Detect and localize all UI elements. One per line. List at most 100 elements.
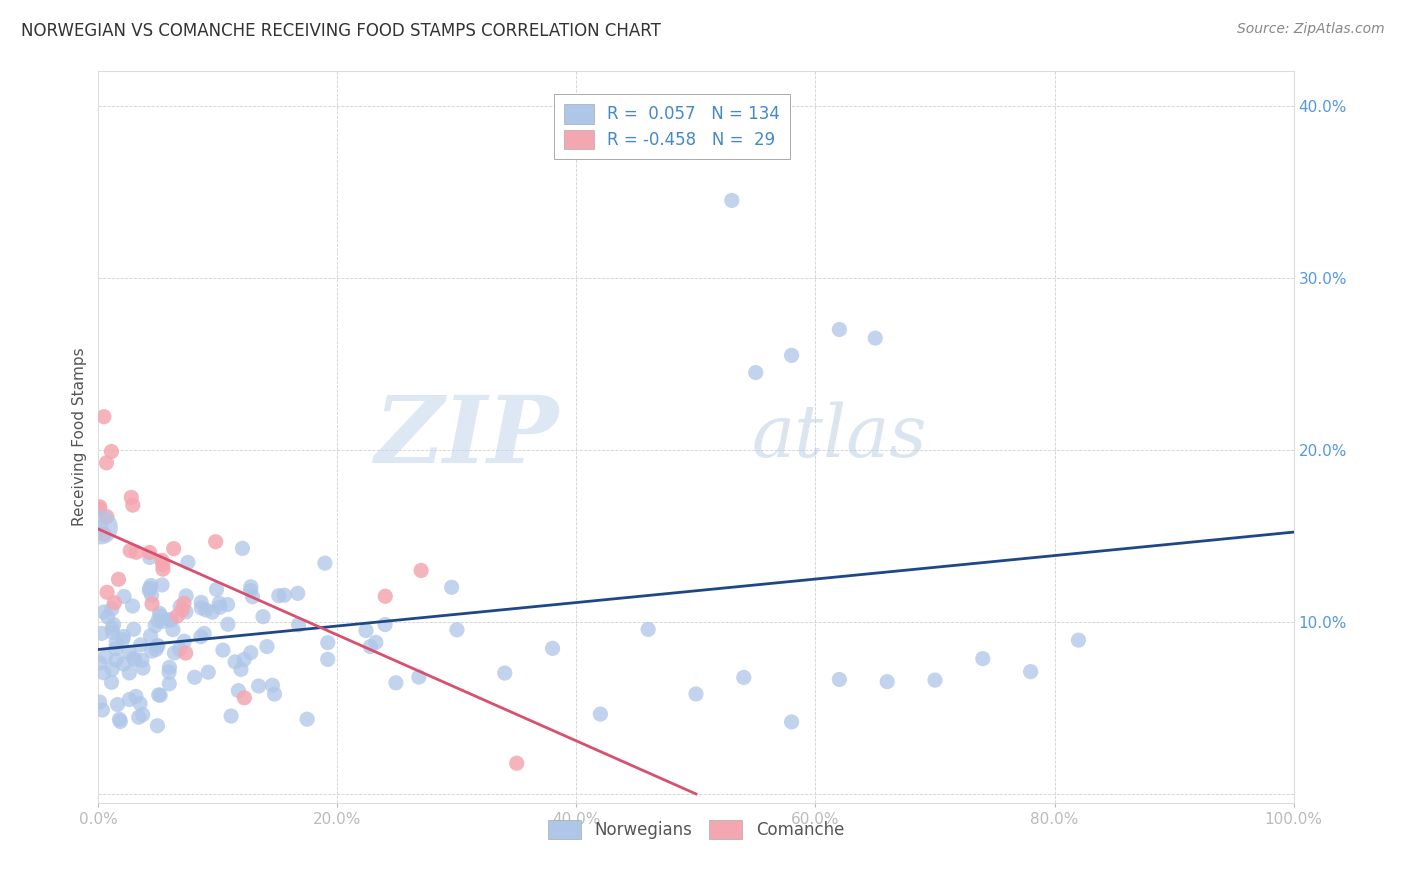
- Point: [374, 617, 396, 632]
- Point: [685, 687, 707, 701]
- Point: [138, 545, 160, 559]
- Point: [190, 595, 212, 609]
- Point: [721, 194, 744, 208]
- Point: [121, 599, 143, 613]
- Point: [104, 641, 127, 656]
- Point: [93, 605, 115, 619]
- Point: [208, 596, 231, 610]
- Point: [101, 625, 124, 640]
- Point: [745, 366, 768, 380]
- Point: [205, 582, 228, 597]
- Point: [128, 710, 150, 724]
- Point: [138, 550, 160, 565]
- Point: [90, 520, 112, 534]
- Point: [287, 586, 309, 600]
- Point: [100, 444, 122, 458]
- Point: [94, 649, 117, 664]
- Point: [143, 618, 166, 632]
- Point: [148, 688, 170, 702]
- Point: [145, 642, 167, 657]
- Point: [118, 645, 141, 659]
- Point: [256, 640, 278, 654]
- Point: [242, 590, 264, 604]
- Point: [385, 675, 408, 690]
- Point: [125, 690, 148, 704]
- Text: Source: ZipAtlas.com: Source: ZipAtlas.com: [1237, 22, 1385, 37]
- Point: [141, 644, 163, 658]
- Point: [141, 588, 163, 602]
- Point: [89, 502, 111, 516]
- Point: [146, 719, 169, 733]
- Point: [233, 690, 256, 705]
- Point: [131, 653, 153, 667]
- Point: [287, 617, 309, 632]
- Point: [494, 666, 516, 681]
- Point: [208, 600, 231, 615]
- Point: [174, 589, 197, 603]
- Point: [972, 651, 994, 665]
- Point: [177, 556, 200, 570]
- Point: [219, 709, 242, 723]
- Point: [96, 456, 118, 470]
- Point: [247, 679, 270, 693]
- Point: [148, 607, 170, 621]
- Point: [229, 662, 252, 676]
- Point: [124, 652, 146, 666]
- Point: [1067, 633, 1090, 648]
- Point: [316, 635, 339, 649]
- Point: [173, 596, 195, 610]
- Point: [152, 615, 174, 629]
- Point: [733, 670, 755, 684]
- Point: [828, 322, 851, 336]
- Point: [924, 673, 946, 687]
- Point: [103, 617, 125, 632]
- Point: [149, 688, 172, 702]
- Point: [90, 626, 112, 640]
- Point: [411, 564, 433, 578]
- Point: [150, 578, 173, 592]
- Point: [108, 712, 131, 726]
- Point: [129, 697, 152, 711]
- Point: [157, 613, 180, 627]
- Point: [107, 698, 129, 712]
- Point: [193, 626, 215, 640]
- Point: [96, 509, 118, 524]
- Point: [163, 541, 186, 556]
- Point: [101, 602, 124, 616]
- Point: [876, 674, 898, 689]
- Point: [89, 656, 111, 670]
- Y-axis label: Receiving Food Stamps: Receiving Food Stamps: [72, 348, 87, 526]
- Point: [96, 585, 118, 599]
- Point: [217, 617, 239, 632]
- Point: [129, 638, 152, 652]
- Point: [273, 588, 295, 602]
- Point: [159, 660, 181, 674]
- Point: [262, 678, 284, 692]
- Point: [174, 646, 197, 660]
- Point: [122, 651, 145, 665]
- Point: [239, 646, 262, 660]
- Point: [408, 670, 430, 684]
- Point: [122, 622, 145, 636]
- Point: [101, 622, 124, 636]
- Point: [90, 520, 112, 534]
- Point: [110, 714, 132, 729]
- Point: [139, 629, 162, 643]
- Point: [589, 707, 612, 722]
- Point: [780, 714, 803, 729]
- Point: [197, 665, 219, 680]
- Point: [506, 756, 529, 771]
- Point: [231, 541, 253, 556]
- Point: [865, 331, 887, 345]
- Point: [132, 661, 155, 675]
- Point: [111, 632, 134, 647]
- Point: [780, 348, 803, 362]
- Point: [224, 655, 246, 669]
- Point: [174, 605, 197, 619]
- Point: [183, 670, 205, 684]
- Point: [131, 707, 153, 722]
- Point: [118, 665, 141, 680]
- Point: [239, 583, 262, 598]
- Point: [374, 589, 396, 603]
- Point: [440, 580, 463, 594]
